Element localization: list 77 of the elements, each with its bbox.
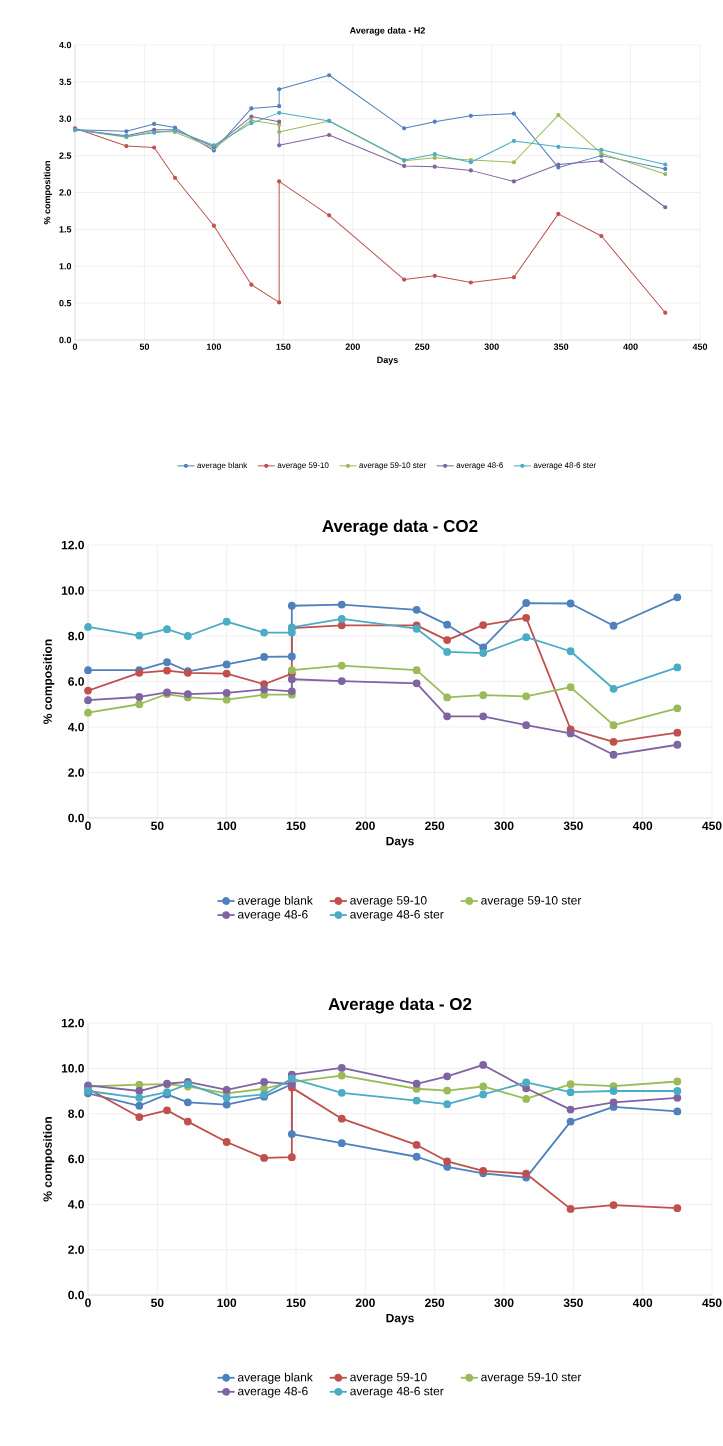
x-tick-label: 450 [702, 1298, 722, 1308]
legend-label: average 59-10 [350, 1372, 427, 1384]
legend-label: average blank [197, 462, 248, 470]
y-tick-label: 0.0 [68, 813, 84, 823]
x-tick-label: 50 [151, 821, 164, 831]
x-tick-label: 150 [286, 821, 306, 831]
y-tick-label: 3.0 [59, 115, 72, 122]
y-tick-label: 4.0 [59, 41, 72, 49]
x-tick-label: 450 [692, 343, 708, 350]
legend-label: average blank [237, 895, 313, 908]
y-tick-label: 10.0 [61, 586, 84, 595]
legend-label: average 48-6 [456, 462, 503, 470]
y-tick-label: 0.0 [68, 1290, 84, 1300]
legend-label: average 48-6 ster [350, 1386, 444, 1398]
x-tick-label: 200 [355, 821, 375, 831]
y-tick-label: 3.5 [59, 78, 72, 86]
y-tick-label: 2.0 [59, 189, 72, 196]
y-tick-label: 10.0 [61, 1064, 84, 1073]
y-tick-label: 6.0 [68, 677, 84, 686]
y-tick-label: 8.0 [68, 631, 84, 641]
x-tick-label: 0 [85, 821, 91, 831]
y-tick-label: 6.0 [68, 1154, 84, 1164]
x-tick-label: 350 [563, 821, 583, 831]
y-tick-label: 4.0 [67, 1200, 84, 1209]
legend-label: average 59-10 [350, 896, 427, 907]
x-axis-title: Days [377, 356, 398, 365]
x-tick-label: 0 [85, 1298, 91, 1308]
x-tick-label: 100 [217, 821, 237, 831]
legend-label: average 59-10 ster [481, 1372, 582, 1384]
y-axis-title: % composition [43, 161, 53, 225]
x-tick-label: 400 [632, 821, 653, 831]
x-tick-label: 50 [139, 343, 150, 350]
y-axis-title: % composition [43, 1117, 55, 1202]
x-tick-label: 250 [425, 1298, 445, 1308]
x-tick-label: 400 [623, 343, 638, 350]
legend-label: average 48-6 ster [533, 462, 596, 470]
y-tick-label: 2.5 [59, 152, 72, 159]
x-tick-label: 300 [484, 343, 499, 350]
x-tick-label: 50 [151, 1298, 164, 1308]
y-tick-label: 12.0 [61, 540, 84, 550]
chart-title: Average data - O2 [328, 997, 472, 1014]
x-tick-label: 350 [553, 343, 569, 350]
x-tick-label: 350 [563, 1298, 583, 1308]
x-tick-label: 400 [632, 1298, 653, 1308]
x-tick-label: 300 [494, 1298, 514, 1308]
legend-label: average 59-10 ster [359, 462, 426, 470]
y-tick-label: 0.0 [59, 336, 72, 344]
y-tick-label: 1.5 [59, 226, 72, 233]
y-tick-label: 12.0 [61, 1018, 84, 1028]
x-tick-label: 250 [415, 343, 430, 350]
chart-title: Average data - H2 [349, 27, 425, 36]
legend-label: average blank [237, 1372, 313, 1384]
x-tick-label: 450 [702, 821, 722, 831]
y-tick-label: 0.5 [59, 299, 72, 307]
legend-label: average 59-10 [277, 462, 329, 470]
x-axis-title: Days [386, 1313, 414, 1325]
x-tick-label: 0 [72, 343, 78, 350]
x-tick-label: 150 [276, 343, 291, 350]
y-axis-title: % composition [43, 639, 55, 724]
chart-title: Average data - CO2 [322, 519, 478, 536]
x-tick-label: 150 [286, 1298, 306, 1308]
x-tick-label: 100 [217, 1298, 237, 1308]
legend-label: average 59-10 ster [481, 896, 582, 907]
x-tick-label: 200 [345, 343, 360, 350]
y-tick-label: 8.0 [68, 1109, 84, 1118]
x-axis-title: Days [386, 836, 414, 848]
x-tick-label: 250 [425, 821, 445, 831]
y-tick-label: 2.0 [68, 768, 84, 777]
y-tick-label: 2.0 [68, 1245, 84, 1254]
legend-label: average 48-6 ster [350, 910, 444, 921]
x-tick-label: 300 [494, 821, 514, 831]
legend-label: average 48-6 [237, 1386, 308, 1398]
y-tick-label: 4.0 [67, 722, 84, 732]
x-tick-label: 200 [355, 1298, 375, 1308]
x-tick-label: 100 [206, 343, 222, 350]
legend-label: average 48-6 [237, 910, 308, 921]
y-tick-label: 1.0 [59, 263, 72, 270]
